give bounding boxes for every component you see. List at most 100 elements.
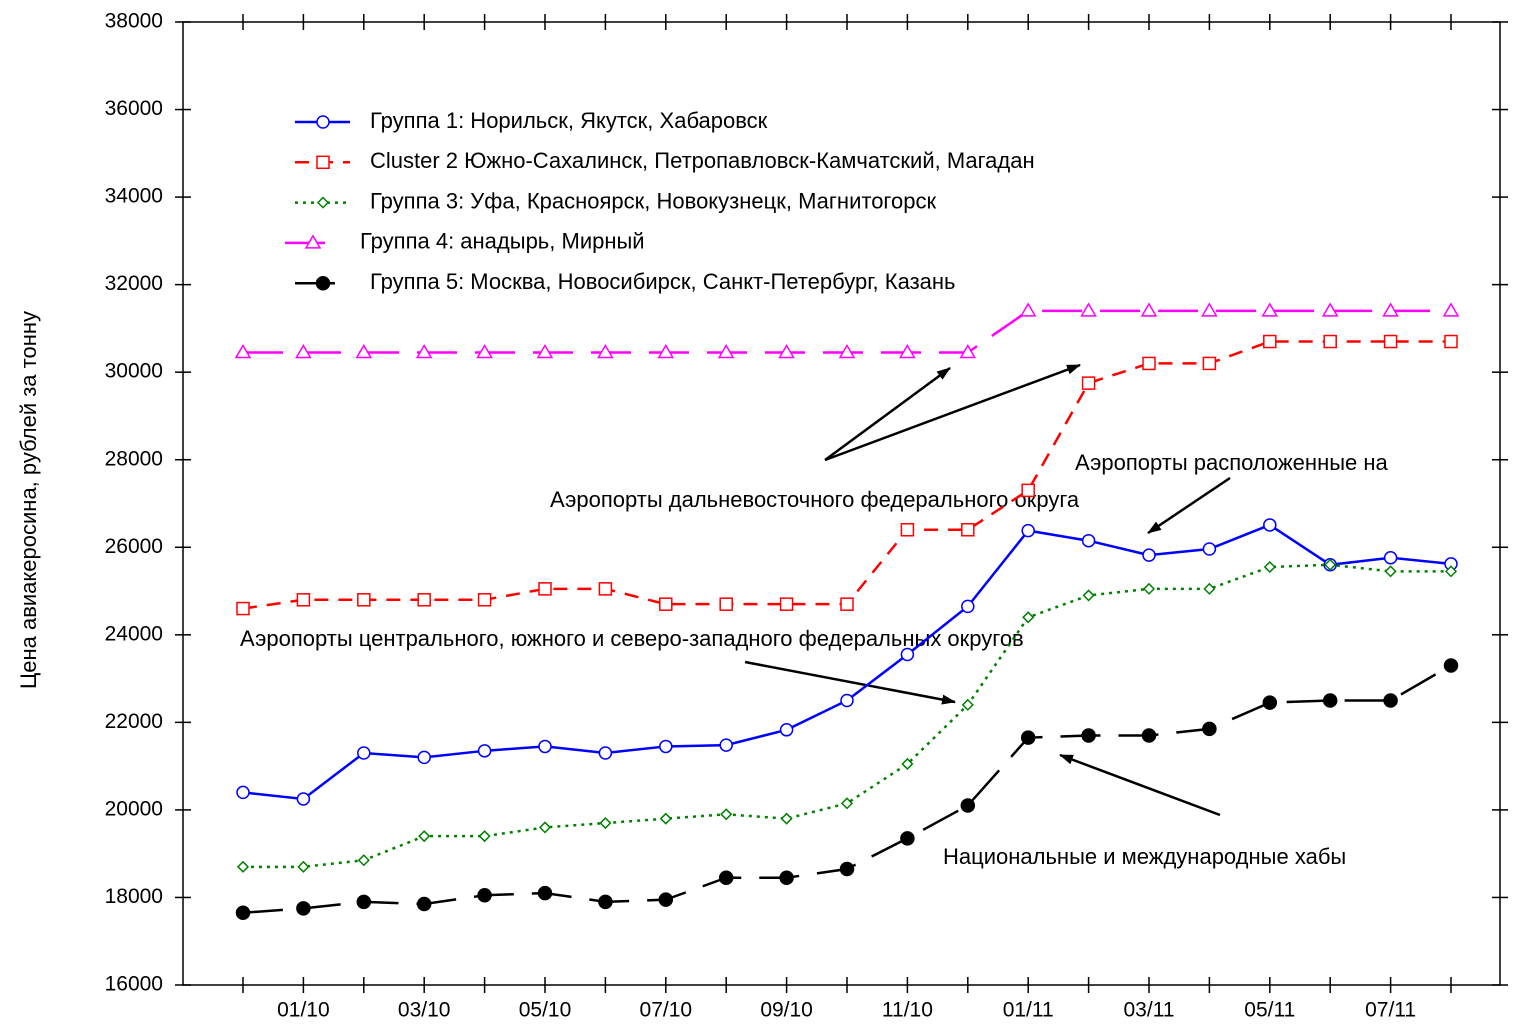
marker bbox=[599, 816, 612, 830]
marker bbox=[598, 746, 613, 760]
marker bbox=[1384, 565, 1397, 578]
marker bbox=[901, 757, 914, 771]
marker bbox=[1261, 302, 1279, 317]
marker bbox=[900, 831, 915, 846]
marker bbox=[1081, 376, 1096, 390]
marker bbox=[720, 808, 733, 821]
y-tick-label: 20000 bbox=[105, 797, 163, 820]
marker bbox=[356, 894, 372, 910]
y-axis-label: Цена авиакеросина, рублей за тонну bbox=[16, 311, 41, 689]
marker bbox=[1263, 518, 1277, 532]
marker bbox=[418, 830, 431, 843]
marker bbox=[1022, 611, 1035, 624]
marker bbox=[234, 343, 252, 359]
y-tick-label: 18000 bbox=[105, 885, 163, 908]
marker bbox=[1140, 302, 1158, 317]
marker bbox=[315, 275, 331, 291]
marker bbox=[416, 896, 432, 912]
marker bbox=[959, 343, 977, 359]
y-tick-label: 26000 bbox=[105, 535, 163, 558]
marker bbox=[417, 750, 431, 765]
x-tick-label: 01/11 bbox=[1003, 999, 1054, 1022]
marker bbox=[840, 797, 854, 810]
marker bbox=[657, 343, 675, 359]
marker bbox=[597, 343, 614, 359]
marker bbox=[1081, 533, 1096, 548]
marker bbox=[236, 785, 250, 800]
marker bbox=[1142, 582, 1156, 595]
annotation: Национальные и международные хабы bbox=[943, 844, 1346, 869]
marker bbox=[1383, 334, 1398, 349]
marker bbox=[1082, 589, 1095, 602]
plot-frame bbox=[182, 21, 1501, 986]
marker bbox=[477, 593, 492, 607]
marker bbox=[296, 792, 311, 806]
marker bbox=[236, 860, 250, 873]
marker bbox=[296, 593, 311, 607]
x-tick-label: 07/10 bbox=[640, 999, 693, 1022]
marker bbox=[1324, 558, 1337, 571]
legend-label: Группа 3: Уфа, Красноярск, Новокузнецк, … bbox=[370, 188, 936, 213]
marker bbox=[1383, 551, 1398, 565]
marker bbox=[718, 870, 734, 886]
y-tick-label: 36000 bbox=[105, 97, 163, 120]
legend-label: Группа 5: Москва, Новосибирск, Санкт-Пет… bbox=[370, 269, 956, 294]
marker bbox=[1443, 658, 1459, 673]
marker bbox=[717, 343, 735, 359]
series bbox=[236, 558, 1458, 873]
marker bbox=[778, 343, 795, 359]
y-tick-label: 30000 bbox=[105, 360, 163, 383]
marker bbox=[357, 854, 370, 867]
marker bbox=[235, 905, 251, 921]
marker bbox=[900, 523, 915, 537]
arrow bbox=[824, 366, 951, 462]
marker bbox=[779, 870, 794, 886]
arrow bbox=[744, 660, 956, 705]
series bbox=[235, 658, 1459, 921]
marker bbox=[1020, 730, 1036, 745]
arrow bbox=[824, 363, 1081, 462]
arrow bbox=[1059, 753, 1221, 817]
marker bbox=[1202, 721, 1217, 737]
marker bbox=[538, 739, 552, 754]
marker bbox=[1021, 483, 1035, 498]
marker bbox=[304, 234, 322, 249]
marker bbox=[357, 746, 371, 760]
marker bbox=[1323, 334, 1337, 349]
x-tick-label: 09/10 bbox=[760, 999, 813, 1022]
marker bbox=[1202, 356, 1217, 371]
x-tick-label: 05/11 bbox=[1244, 999, 1295, 1022]
marker bbox=[780, 812, 793, 825]
marker bbox=[1080, 302, 1097, 317]
x-tick-label: 05/10 bbox=[519, 999, 572, 1022]
series bbox=[236, 518, 1458, 806]
marker bbox=[658, 892, 674, 907]
marker bbox=[961, 523, 975, 537]
marker bbox=[538, 821, 552, 834]
marker bbox=[1201, 302, 1218, 317]
annotation: Аэропорты центрального, южного и северо-… bbox=[240, 626, 1024, 651]
marker bbox=[1442, 302, 1460, 317]
marker bbox=[316, 155, 330, 170]
marker bbox=[1444, 565, 1458, 578]
annotation: Аэропорты дальневосточного федерального … bbox=[550, 487, 1080, 512]
marker bbox=[659, 739, 673, 754]
marker bbox=[357, 593, 371, 607]
marker bbox=[417, 593, 431, 607]
marker bbox=[478, 830, 491, 843]
x-tick-label: 11/10 bbox=[882, 999, 933, 1022]
marker bbox=[295, 343, 312, 359]
marker bbox=[316, 196, 330, 209]
marker bbox=[477, 888, 492, 903]
x-tick-label: 07/11 bbox=[1365, 999, 1416, 1022]
marker bbox=[1263, 334, 1277, 349]
marker bbox=[355, 343, 373, 359]
marker bbox=[839, 861, 855, 877]
marker bbox=[719, 738, 733, 752]
legend-label: Группа 4: анадырь, Мирный bbox=[360, 229, 645, 254]
legend-label: Cluster 2 Южно-Сахалинск, Петропавловск-… bbox=[370, 148, 1035, 173]
marker bbox=[659, 597, 673, 611]
marker bbox=[961, 698, 974, 711]
marker bbox=[296, 901, 311, 916]
marker bbox=[838, 343, 856, 359]
